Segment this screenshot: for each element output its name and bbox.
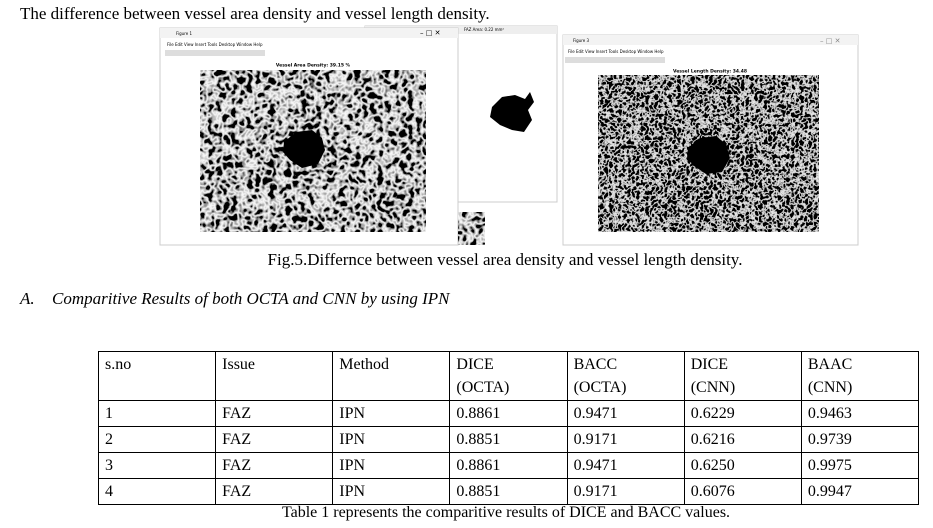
table-cell: 2 xyxy=(97,426,217,453)
faz-blob xyxy=(687,136,730,174)
header-row: s.no Issue Method DICE (OCTA) BACC (OCTA) DIC… xyxy=(97,351,920,401)
table-cell: FAZ xyxy=(215,478,334,505)
window-title: Figure 3 xyxy=(573,38,589,43)
table-cell: IPN xyxy=(332,452,451,479)
results-table: s.no Issue Method DICE (OCTA) BACC (OCTA) DIC… xyxy=(97,351,920,505)
table-cell: 0.8851 xyxy=(449,478,568,505)
window-controls: – □ ✕ xyxy=(420,29,440,37)
faz-blob xyxy=(283,130,325,168)
table-cell: 0.9739 xyxy=(800,426,920,453)
table-cell: DICE (OCTA) xyxy=(449,351,568,401)
table-cell: 0.9171 xyxy=(566,478,685,505)
table-cell: DICE (CNN) xyxy=(683,351,802,401)
section-title: Comparitive Results of both OCTA and CNN… xyxy=(52,289,450,308)
table-cell: Issue xyxy=(215,351,334,401)
table-cell: 0.9171 xyxy=(566,426,685,453)
table-cell: 0.9947 xyxy=(800,478,920,505)
window-menu: File Edit View Insert Tools Desktop Wind… xyxy=(167,42,263,47)
table-cell: 0.6076 xyxy=(683,478,802,505)
figure: FAZ Area: 0.22 mm² Figure 1 – □ ✕ File E… xyxy=(159,25,859,246)
window-label: Vessel Area Density: 39.15 % xyxy=(276,63,351,69)
table-cell: 0.9975 xyxy=(800,452,920,479)
table-row: 2 FAZ IPN 0.8851 0.9171 0.6216 0.9739 xyxy=(97,426,920,453)
table-cell: FAZ xyxy=(215,452,334,479)
table-cell: 0.8861 xyxy=(449,400,568,427)
table-cell: BACC (OCTA) xyxy=(566,351,685,401)
table-cell: FAZ xyxy=(215,400,334,427)
table-row: 3 FAZ IPN 0.8861 0.9471 0.6250 0.9975 xyxy=(97,452,920,479)
table-cell: s.no xyxy=(97,351,217,401)
vessel-image xyxy=(458,212,485,245)
table-cell: 0.6250 xyxy=(683,452,802,479)
window-title: Figure 1 xyxy=(176,31,192,36)
table-cell: 0.8851 xyxy=(449,426,568,453)
table-caption: Table 1 represents the comparitive resul… xyxy=(281,504,731,521)
table-cell: IPN xyxy=(332,478,451,505)
toolbar xyxy=(565,57,665,63)
window-titlebar xyxy=(563,35,858,45)
table-cell: IPN xyxy=(332,400,451,427)
table-row: 1 FAZ IPN 0.8861 0.9471 0.6229 0.9463 xyxy=(97,400,920,427)
table-cell: 3 xyxy=(97,452,217,479)
window-controls: – □ ✕ xyxy=(820,37,840,45)
table-cell: 0.9463 xyxy=(800,400,920,427)
window-titlebar xyxy=(365,26,557,34)
table-cell: 0.6229 xyxy=(683,400,802,427)
table-cell: 4 xyxy=(97,478,217,505)
header-text: The difference between vessel area densi… xyxy=(20,4,490,23)
table-cell: BAAC (CNN) xyxy=(800,351,920,401)
table-cell: 0.8861 xyxy=(449,452,568,479)
figure-caption: Fig.5.Differnce between vessel area dens… xyxy=(267,250,743,269)
table-cell: FAZ xyxy=(215,426,334,453)
table-cell: 0.9471 xyxy=(566,452,685,479)
table-row: 4 FAZ IPN 0.8851 0.9171 0.6076 0.9947 xyxy=(97,478,920,505)
toolbar xyxy=(165,50,265,56)
window-titlebar xyxy=(160,28,458,38)
table-cell: Method xyxy=(332,351,451,401)
faz-blob xyxy=(490,92,534,132)
table-cell: IPN xyxy=(332,426,451,453)
section-number: A. xyxy=(20,289,35,308)
window-label: FAZ Area: 0.22 mm² xyxy=(464,27,504,32)
window-label: Vessel Length Density: 34.48 xyxy=(673,69,747,75)
table-cell: 0.6216 xyxy=(683,426,802,453)
table-cell: 0.9471 xyxy=(566,400,685,427)
window-menu: File Edit View Insert Tools Desktop Wind… xyxy=(568,49,664,54)
table-cell: 1 xyxy=(97,400,217,427)
